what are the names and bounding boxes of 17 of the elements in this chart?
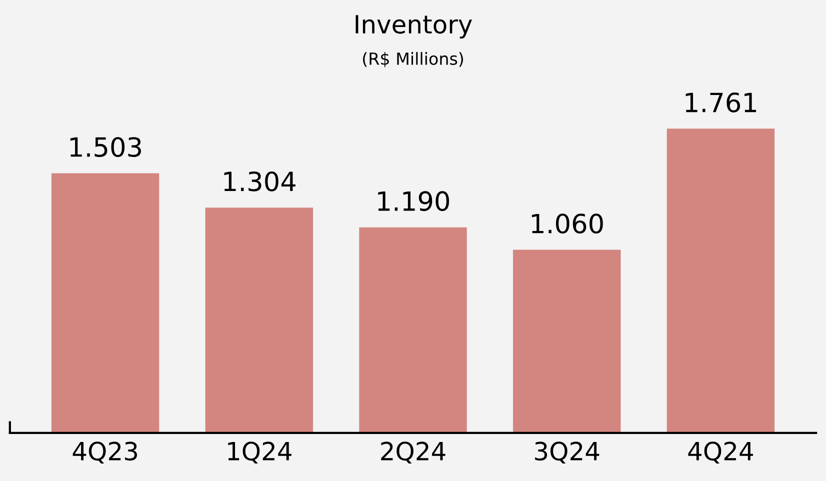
chart-subtitle: (R$ Millions) [363,52,463,68]
data-label: 1.503 [70,137,141,158]
bar [513,250,621,433]
data-label: 1.761 [686,92,756,112]
x-tick-label: 4Q23 [72,442,137,464]
bar [51,173,160,433]
chart-title: Inventory [356,15,472,39]
data-label: 1.304 [224,171,296,192]
data-label: 1.190 [378,191,450,212]
x-tick-label: 4Q24 [688,442,753,464]
bar [359,227,467,433]
x-tick-label: 3Q24 [535,442,600,464]
x-tick-label: 1Q24 [228,442,292,464]
data-label: 1.060 [532,214,603,234]
x-tick-label: 2Q24 [381,442,446,464]
bar [205,208,313,433]
bar [666,128,775,433]
